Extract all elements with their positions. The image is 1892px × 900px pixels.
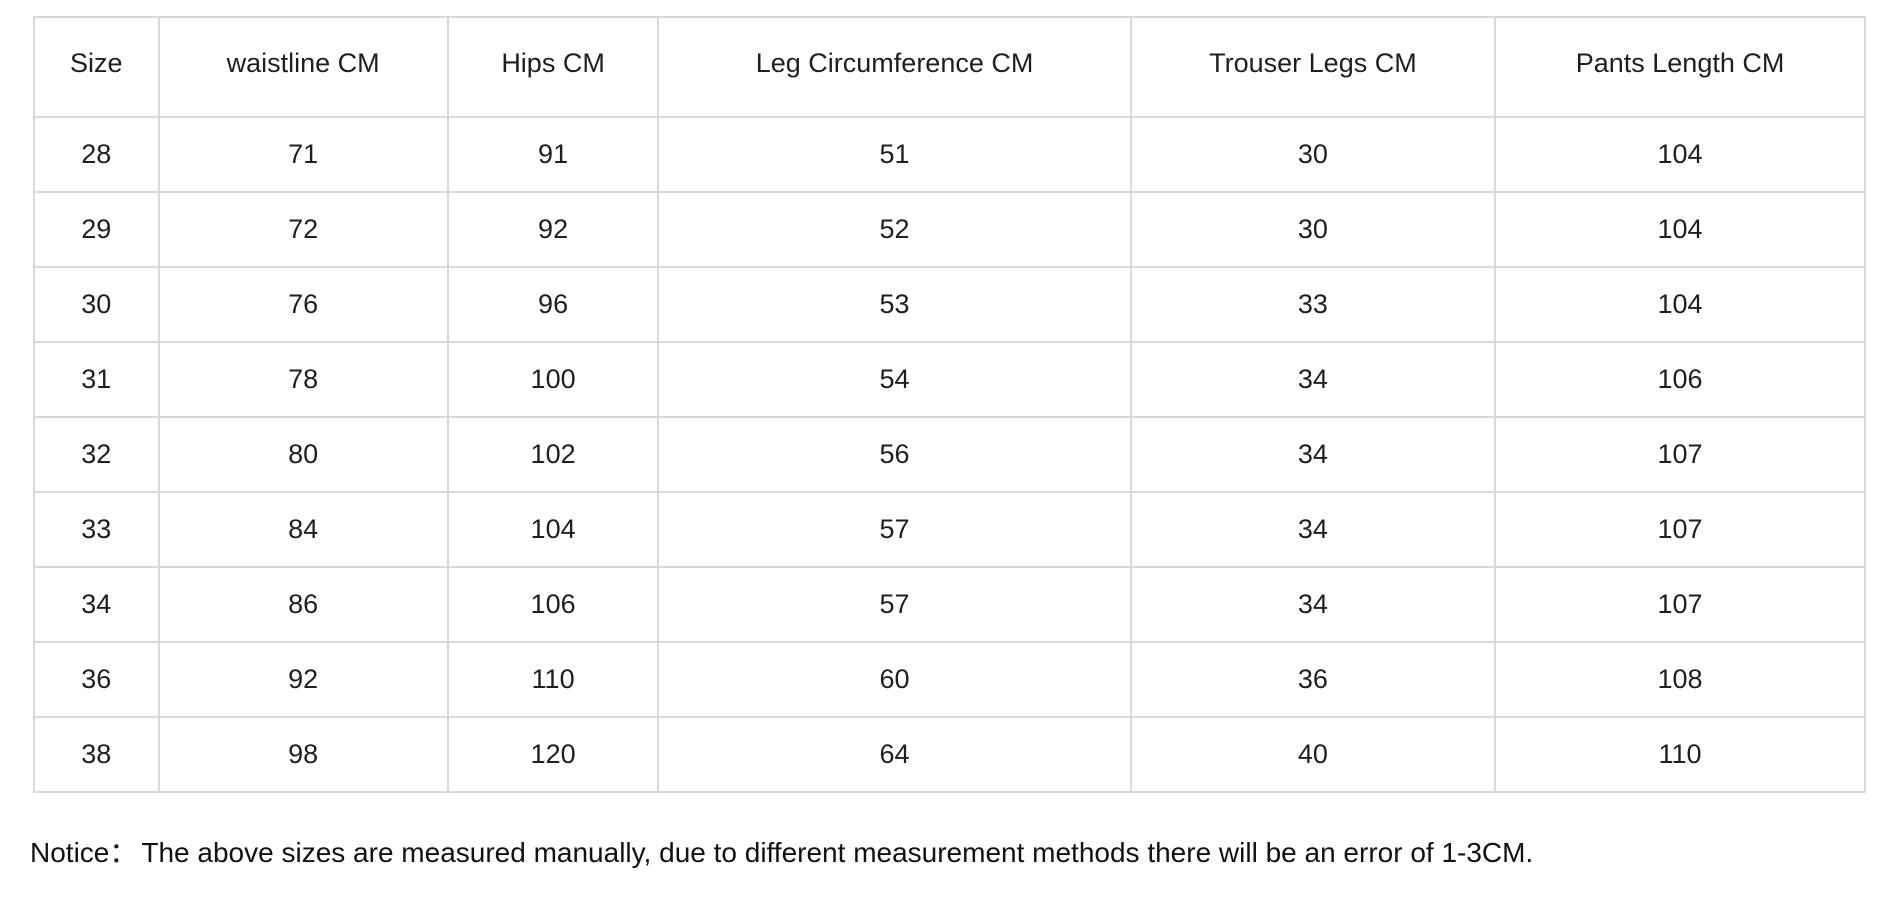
table-cell: 32 xyxy=(33,416,160,493)
table-cell: 78 xyxy=(157,341,449,418)
table-cell: 57 xyxy=(657,491,1132,568)
table-cell: 36 xyxy=(33,641,160,718)
table-cell: 40 xyxy=(1129,716,1497,793)
table-cell: 84 xyxy=(157,491,449,568)
table-cell: 34 xyxy=(1129,341,1497,418)
table-cell: 110 xyxy=(1494,716,1866,793)
table-row: 34 86 106 57 34 107 xyxy=(33,566,1866,643)
notice-text: The above sizes are measured manually, d… xyxy=(141,837,1534,868)
table-cell: 76 xyxy=(157,266,449,343)
size-chart-table: Size waistline CM Hips CM Leg Circumference… xyxy=(33,16,1866,793)
table-cell: 71 xyxy=(157,116,449,193)
table-cell: 33 xyxy=(1129,266,1497,343)
table-cell: 30 xyxy=(1129,116,1497,193)
table-cell: 104 xyxy=(1494,266,1866,343)
table-cell: 33 xyxy=(33,491,160,568)
table-row: 38 98 120 64 40 110 xyxy=(33,716,1866,793)
table-cell: 54 xyxy=(657,341,1132,418)
table-cell: 30 xyxy=(33,266,160,343)
table-cell: 60 xyxy=(657,641,1132,718)
table-cell: 80 xyxy=(157,416,449,493)
table-cell: 107 xyxy=(1494,491,1866,568)
table-row: 36 92 110 60 36 108 xyxy=(33,641,1866,718)
table-row: 32 80 102 56 34 107 xyxy=(33,416,1866,493)
table-cell: 34 xyxy=(1129,416,1497,493)
table-cell: 98 xyxy=(157,716,449,793)
notice: Notice： The above sizes are measured manu… xyxy=(30,831,1892,871)
column-header: Leg Circumference CM xyxy=(657,16,1132,118)
table-cell: 91 xyxy=(446,116,660,193)
column-header: Trouser Legs CM xyxy=(1129,16,1497,118)
column-header: waistline CM xyxy=(157,16,449,118)
table-row: 30 76 96 53 33 104 xyxy=(33,266,1866,343)
table-cell: 86 xyxy=(157,566,449,643)
table-cell: 100 xyxy=(446,341,660,418)
table-cell: 29 xyxy=(33,191,160,268)
notice-label: Notice： xyxy=(30,837,138,868)
table-cell: 92 xyxy=(157,641,449,718)
table-cell: 30 xyxy=(1129,191,1497,268)
table-cell: 102 xyxy=(446,416,660,493)
size-chart-body: 28 71 91 51 30 104 29 72 92 52 30 104 30 76 96 53 33 104 3… xyxy=(33,116,1866,793)
table-cell: 34 xyxy=(33,566,160,643)
table-cell: 110 xyxy=(446,641,660,718)
size-chart-header: Size waistline CM Hips CM Leg Circumference… xyxy=(33,16,1866,118)
table-cell: 108 xyxy=(1494,641,1866,718)
table-cell: 52 xyxy=(657,191,1132,268)
table-cell: 120 xyxy=(446,716,660,793)
table-cell: 72 xyxy=(157,191,449,268)
table-cell: 28 xyxy=(33,116,160,193)
table-cell: 92 xyxy=(446,191,660,268)
table-cell: 106 xyxy=(446,566,660,643)
column-header: Size xyxy=(33,16,160,118)
table-cell: 31 xyxy=(33,341,160,418)
table-cell: 51 xyxy=(657,116,1132,193)
table-cell: 36 xyxy=(1129,641,1497,718)
table-cell: 107 xyxy=(1494,416,1866,493)
table-cell: 38 xyxy=(33,716,160,793)
table-cell: 34 xyxy=(1129,491,1497,568)
table-row: 31 78 100 54 34 106 xyxy=(33,341,1866,418)
table-cell: 57 xyxy=(657,566,1132,643)
table-row: 28 71 91 51 30 104 xyxy=(33,116,1866,193)
table-cell: 107 xyxy=(1494,566,1866,643)
table-cell: 104 xyxy=(1494,116,1866,193)
table-cell: 56 xyxy=(657,416,1132,493)
table-cell: 106 xyxy=(1494,341,1866,418)
table-cell: 53 xyxy=(657,266,1132,343)
column-header: Hips CM xyxy=(446,16,660,118)
table-cell: 34 xyxy=(1129,566,1497,643)
table-cell: 104 xyxy=(1494,191,1866,268)
table-cell: 104 xyxy=(446,491,660,568)
table-row: 33 84 104 57 34 107 xyxy=(33,491,1866,568)
column-header: Pants Length CM xyxy=(1494,16,1866,118)
header-row: Size waistline CM Hips CM Leg Circumference… xyxy=(33,16,1866,118)
table-row: 29 72 92 52 30 104 xyxy=(33,191,1866,268)
table-cell: 64 xyxy=(657,716,1132,793)
table-cell: 96 xyxy=(446,266,660,343)
